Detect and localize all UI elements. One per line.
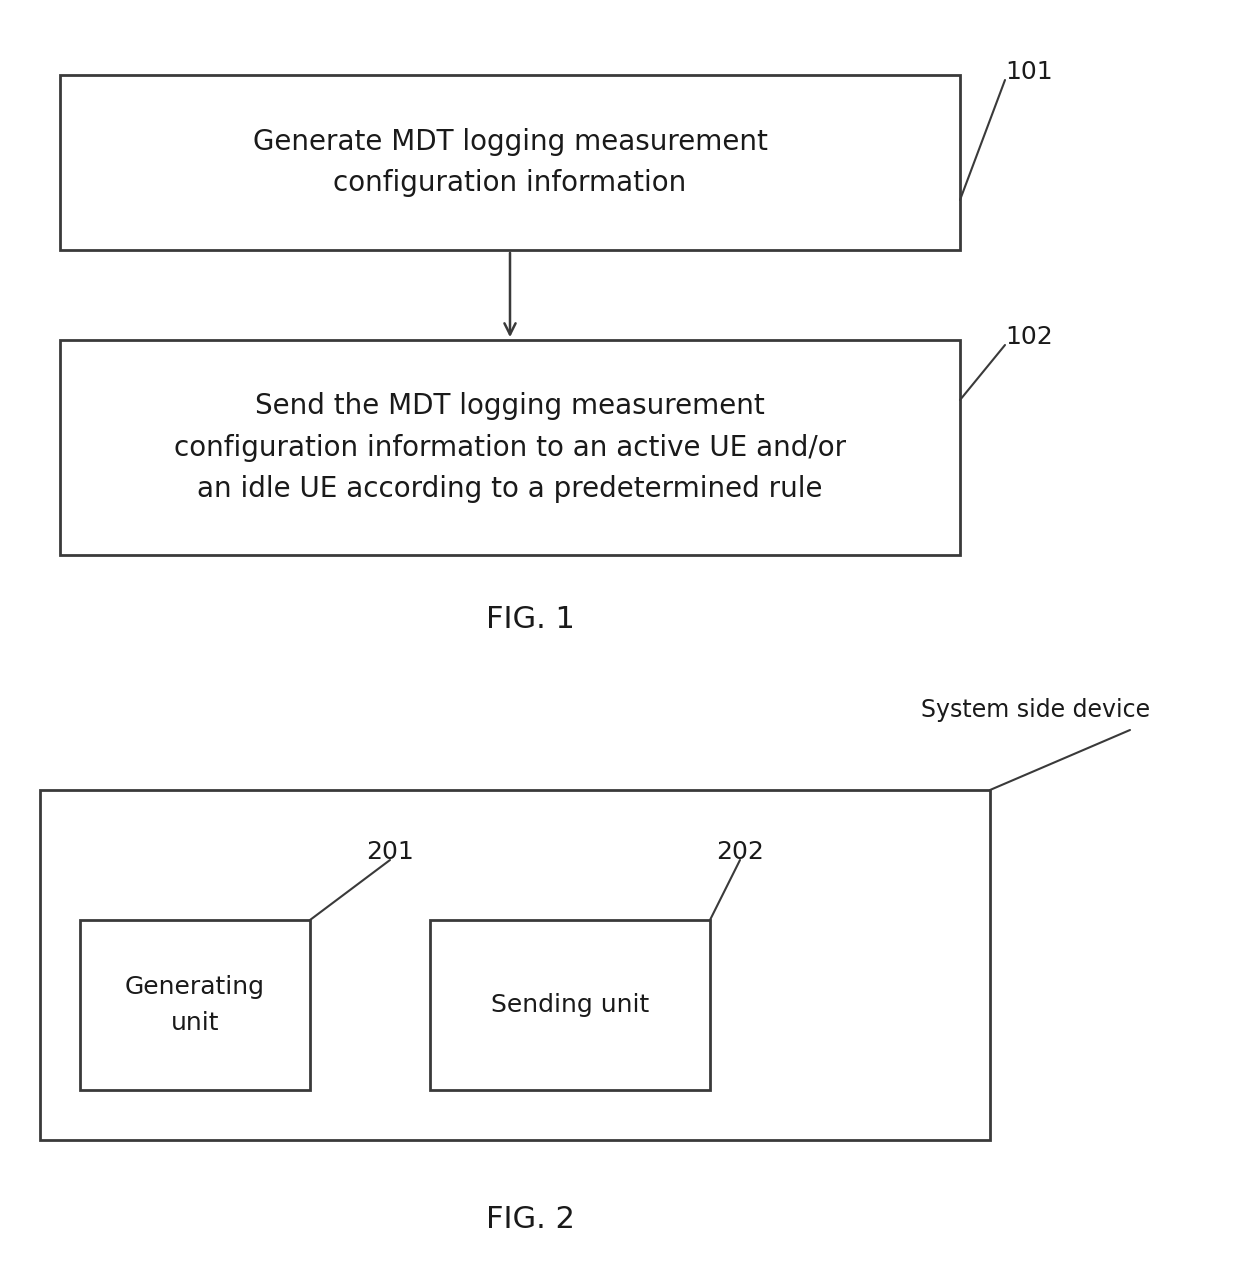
Text: Generating
unit: Generating unit <box>125 975 265 1035</box>
Text: FIG. 1: FIG. 1 <box>486 606 574 634</box>
Text: Generate MDT logging measurement
configuration information: Generate MDT logging measurement configu… <box>253 127 768 197</box>
Bar <box>40 790 990 1139</box>
Text: Send the MDT logging measurement
configuration information to an active UE and/o: Send the MDT logging measurement configu… <box>174 392 846 503</box>
Bar <box>81 919 310 1091</box>
Text: 101: 101 <box>1004 60 1053 84</box>
Text: System side device: System side device <box>921 698 1149 721</box>
Text: 202: 202 <box>715 840 764 864</box>
Text: 201: 201 <box>366 840 414 864</box>
Bar <box>430 919 711 1091</box>
Text: 102: 102 <box>1004 325 1053 349</box>
Text: FIG. 2: FIG. 2 <box>486 1205 574 1235</box>
Bar <box>60 75 960 249</box>
Text: Sending unit: Sending unit <box>491 993 649 1017</box>
Bar <box>60 340 960 556</box>
